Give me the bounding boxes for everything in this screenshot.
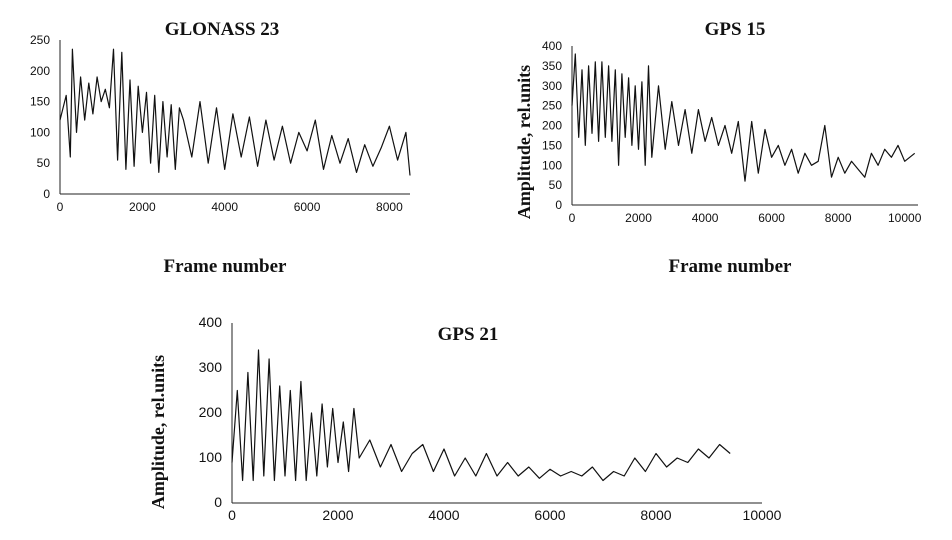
x-tick-label: 0 <box>57 200 64 214</box>
x-tick-label: 2000 <box>322 507 353 523</box>
x-tick-labels: 0 2000 4000 6000 8000 <box>57 200 403 214</box>
y-tick-label: 50 <box>549 178 563 192</box>
chart-gps15: GPS 15 Amplitude, rel.units 0 50 100 150 200… <box>514 19 922 277</box>
chart-title: GLONASS 23 <box>165 19 280 40</box>
x-tick-label: 10000 <box>888 211 922 225</box>
x-tick-label: 2000 <box>625 211 652 225</box>
y-tick-label: 100 <box>30 125 50 139</box>
y-axis-label: Amplitude, rel.units <box>514 65 534 219</box>
x-tick-label: 6000 <box>758 211 785 225</box>
x-tick-label: 6000 <box>294 200 321 214</box>
y-axis-label: Amplitude, rel.units <box>148 355 168 509</box>
x-axis-label: Frame number <box>669 256 793 277</box>
series-line <box>231 349 731 482</box>
y-tick-label: 300 <box>199 359 223 375</box>
x-tick-label: 4000 <box>428 507 459 523</box>
x-tick-labels: 0 2000 4000 6000 8000 10000 <box>569 211 922 225</box>
y-tick-labels: 0 50 100 150 200 250 <box>30 33 50 201</box>
y-tick-label: 100 <box>542 158 562 172</box>
y-tick-label: 100 <box>199 449 223 465</box>
y-tick-label: 50 <box>37 156 51 170</box>
y-tick-label: 0 <box>214 494 222 510</box>
x-tick-label: 8000 <box>376 200 403 214</box>
x-axis-label: Frame number <box>164 256 288 277</box>
y-tick-label: 200 <box>30 64 50 78</box>
chart-glonass23: GLONASS 23 0 50 100 150 200 250 0 2000 4000 6000… <box>30 19 411 277</box>
y-tick-label: 200 <box>542 119 562 133</box>
y-tick-label: 400 <box>542 39 562 53</box>
y-tick-label: 0 <box>43 187 50 201</box>
x-tick-label: 0 <box>228 507 236 523</box>
x-tick-label: 4000 <box>211 200 238 214</box>
y-tick-label: 400 <box>199 314 223 330</box>
y-tick-label: 200 <box>199 404 223 420</box>
x-tick-label: 0 <box>569 211 576 225</box>
chart-gps21: GPS 21 Amplitude, rel.units 0 100 200 300 40… <box>148 314 782 523</box>
x-tick-label: 2000 <box>129 200 156 214</box>
chart-title: GPS 15 <box>705 19 766 40</box>
y-tick-label: 0 <box>555 198 562 212</box>
x-tick-label: 8000 <box>640 507 671 523</box>
y-tick-label: 350 <box>542 59 562 73</box>
y-tick-label: 300 <box>542 79 562 93</box>
chart-title: GPS 21 <box>438 324 499 345</box>
series-line <box>571 53 916 182</box>
x-tick-label: 10000 <box>743 507 782 523</box>
y-tick-label: 250 <box>30 33 50 47</box>
x-tick-label: 6000 <box>534 507 565 523</box>
x-tick-label: 8000 <box>825 211 852 225</box>
y-tick-labels: 0 100 200 300 400 <box>199 314 223 510</box>
y-tick-labels: 0 50 100 150 200 250 300 350 400 <box>542 39 562 212</box>
x-tick-label: 4000 <box>692 211 719 225</box>
x-tick-labels: 0 2000 4000 6000 8000 10000 <box>228 507 782 523</box>
y-tick-label: 250 <box>542 99 562 113</box>
y-tick-label: 150 <box>30 95 50 109</box>
y-tick-label: 150 <box>542 138 562 152</box>
series-line <box>59 48 411 176</box>
